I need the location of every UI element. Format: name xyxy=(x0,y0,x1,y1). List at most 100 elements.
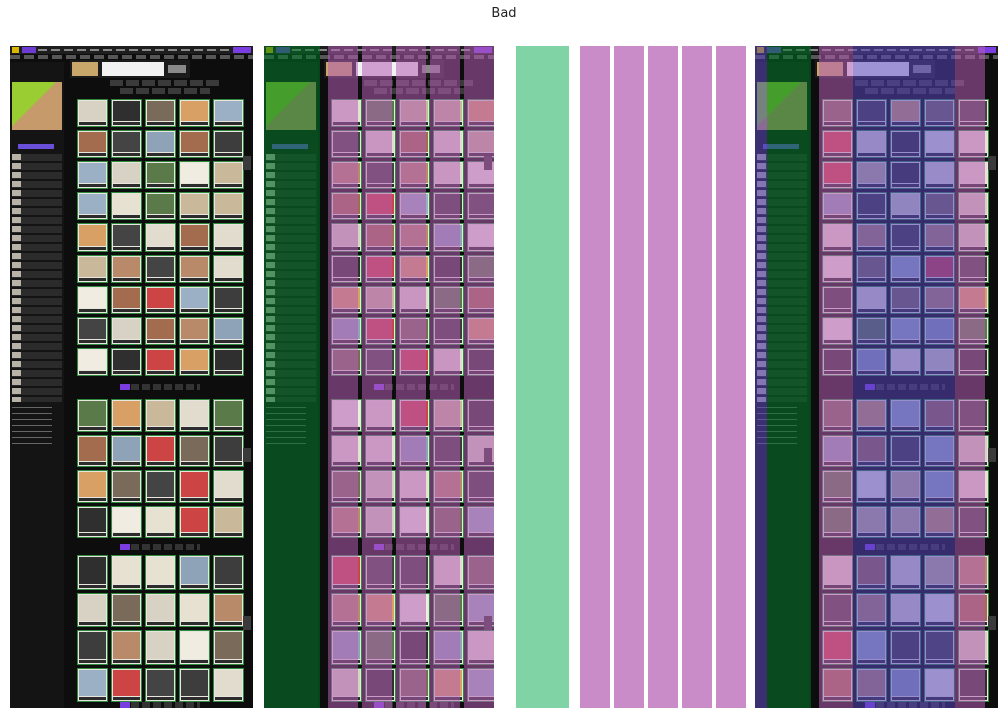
thread-thumbnail[interactable] xyxy=(215,256,242,277)
thread-thumbnail[interactable] xyxy=(181,132,208,153)
thread-thumbnail[interactable] xyxy=(147,225,174,246)
thread-thumbnail[interactable] xyxy=(181,256,208,277)
thread-thumbnail[interactable] xyxy=(147,594,174,621)
thread-thumbnail[interactable] xyxy=(79,594,106,621)
thread-card[interactable] xyxy=(111,223,142,252)
thread-card[interactable] xyxy=(145,470,176,503)
thread-card[interactable] xyxy=(145,592,176,627)
thread-card[interactable] xyxy=(213,630,244,665)
thread-thumbnail[interactable] xyxy=(79,225,106,246)
thread-thumbnail[interactable] xyxy=(79,256,106,277)
thread-thumbnail[interactable] xyxy=(215,669,242,696)
thread-card[interactable] xyxy=(111,592,142,627)
thread-card[interactable] xyxy=(111,285,142,314)
pagination[interactable] xyxy=(120,544,200,550)
thread-card[interactable] xyxy=(145,555,176,590)
thread-card[interactable] xyxy=(77,630,108,665)
thread-card[interactable] xyxy=(179,505,210,538)
thread-thumbnail[interactable] xyxy=(181,163,208,184)
thread-thumbnail[interactable] xyxy=(181,318,208,339)
pagination-current-page[interactable] xyxy=(120,384,130,390)
thread-card[interactable] xyxy=(111,505,142,538)
thread-thumbnail[interactable] xyxy=(79,472,106,497)
thread-thumbnail[interactable] xyxy=(147,349,174,370)
thread-card[interactable] xyxy=(213,592,244,627)
thread-thumbnail[interactable] xyxy=(181,632,208,659)
thread-card[interactable] xyxy=(77,592,108,627)
thread-card[interactable] xyxy=(111,399,142,432)
thread-card[interactable] xyxy=(213,434,244,467)
thread-card[interactable] xyxy=(145,192,176,221)
thread-thumbnail[interactable] xyxy=(215,163,242,184)
thread-card[interactable] xyxy=(213,505,244,538)
thread-thumbnail[interactable] xyxy=(181,401,208,426)
login-button[interactable] xyxy=(978,47,996,53)
nav-tab-active[interactable] xyxy=(22,47,36,53)
thread-thumbnail[interactable] xyxy=(79,318,106,339)
thread-thumbnail[interactable] xyxy=(113,349,140,370)
thread-thumbnail[interactable] xyxy=(181,594,208,621)
thread-card[interactable] xyxy=(145,130,176,159)
thread-thumbnail[interactable] xyxy=(79,436,106,461)
thread-card[interactable] xyxy=(145,347,176,376)
thread-thumbnail[interactable] xyxy=(181,669,208,696)
thread-card[interactable] xyxy=(179,99,210,128)
thread-thumbnail[interactable] xyxy=(181,101,208,122)
thread-thumbnail[interactable] xyxy=(79,507,106,532)
thread-thumbnail[interactable] xyxy=(113,594,140,621)
thread-card[interactable] xyxy=(111,555,142,590)
thread-card[interactable] xyxy=(179,192,210,221)
thread-card[interactable] xyxy=(213,192,244,221)
thread-thumbnail[interactable] xyxy=(215,401,242,426)
thread-card[interactable] xyxy=(145,254,176,283)
thread-thumbnail[interactable] xyxy=(147,132,174,153)
thread-thumbnail[interactable] xyxy=(113,194,140,215)
next-page-button[interactable] xyxy=(243,616,251,630)
thread-card[interactable] xyxy=(213,555,244,590)
thread-card[interactable] xyxy=(213,285,244,314)
thread-thumbnail[interactable] xyxy=(181,436,208,461)
sort-tabs[interactable] xyxy=(110,80,220,86)
thread-card[interactable] xyxy=(77,434,108,467)
thread-card[interactable] xyxy=(213,667,244,702)
thread-thumbnail[interactable] xyxy=(79,557,106,584)
thread-thumbnail[interactable] xyxy=(147,256,174,277)
thread-card[interactable] xyxy=(213,470,244,503)
thread-thumbnail[interactable] xyxy=(181,194,208,215)
thread-thumbnail[interactable] xyxy=(113,401,140,426)
pagination-current-page[interactable] xyxy=(120,702,130,708)
thread-card[interactable] xyxy=(213,254,244,283)
thread-card[interactable] xyxy=(111,630,142,665)
thread-thumbnail[interactable] xyxy=(147,632,174,659)
thread-thumbnail[interactable] xyxy=(113,256,140,277)
thread-thumbnail[interactable] xyxy=(113,557,140,584)
thread-card[interactable] xyxy=(179,434,210,467)
thread-card[interactable] xyxy=(77,254,108,283)
thread-thumbnail[interactable] xyxy=(113,669,140,696)
thread-card[interactable] xyxy=(145,285,176,314)
thread-thumbnail[interactable] xyxy=(113,132,140,153)
thread-card[interactable] xyxy=(77,316,108,345)
thread-card[interactable] xyxy=(145,667,176,702)
thread-card[interactable] xyxy=(111,347,142,376)
thread-card[interactable] xyxy=(179,161,210,190)
thread-thumbnail[interactable] xyxy=(79,287,106,308)
thread-card[interactable] xyxy=(77,347,108,376)
thread-thumbnail[interactable] xyxy=(113,225,140,246)
thread-thumbnail[interactable] xyxy=(147,507,174,532)
thread-card[interactable] xyxy=(179,630,210,665)
thread-thumbnail[interactable] xyxy=(147,401,174,426)
thread-thumbnail[interactable] xyxy=(113,436,140,461)
thread-thumbnail[interactable] xyxy=(113,101,140,122)
thread-thumbnail[interactable] xyxy=(181,507,208,532)
thread-card[interactable] xyxy=(77,555,108,590)
thread-thumbnail[interactable] xyxy=(215,632,242,659)
thread-thumbnail[interactable] xyxy=(147,101,174,122)
thread-card[interactable] xyxy=(111,99,142,128)
sidebar-action-button[interactable] xyxy=(18,144,54,149)
next-page-button[interactable] xyxy=(988,156,996,170)
thread-thumbnail[interactable] xyxy=(113,472,140,497)
thread-thumbnail[interactable] xyxy=(147,163,174,184)
thread-thumbnail[interactable] xyxy=(147,472,174,497)
thread-card[interactable] xyxy=(213,347,244,376)
